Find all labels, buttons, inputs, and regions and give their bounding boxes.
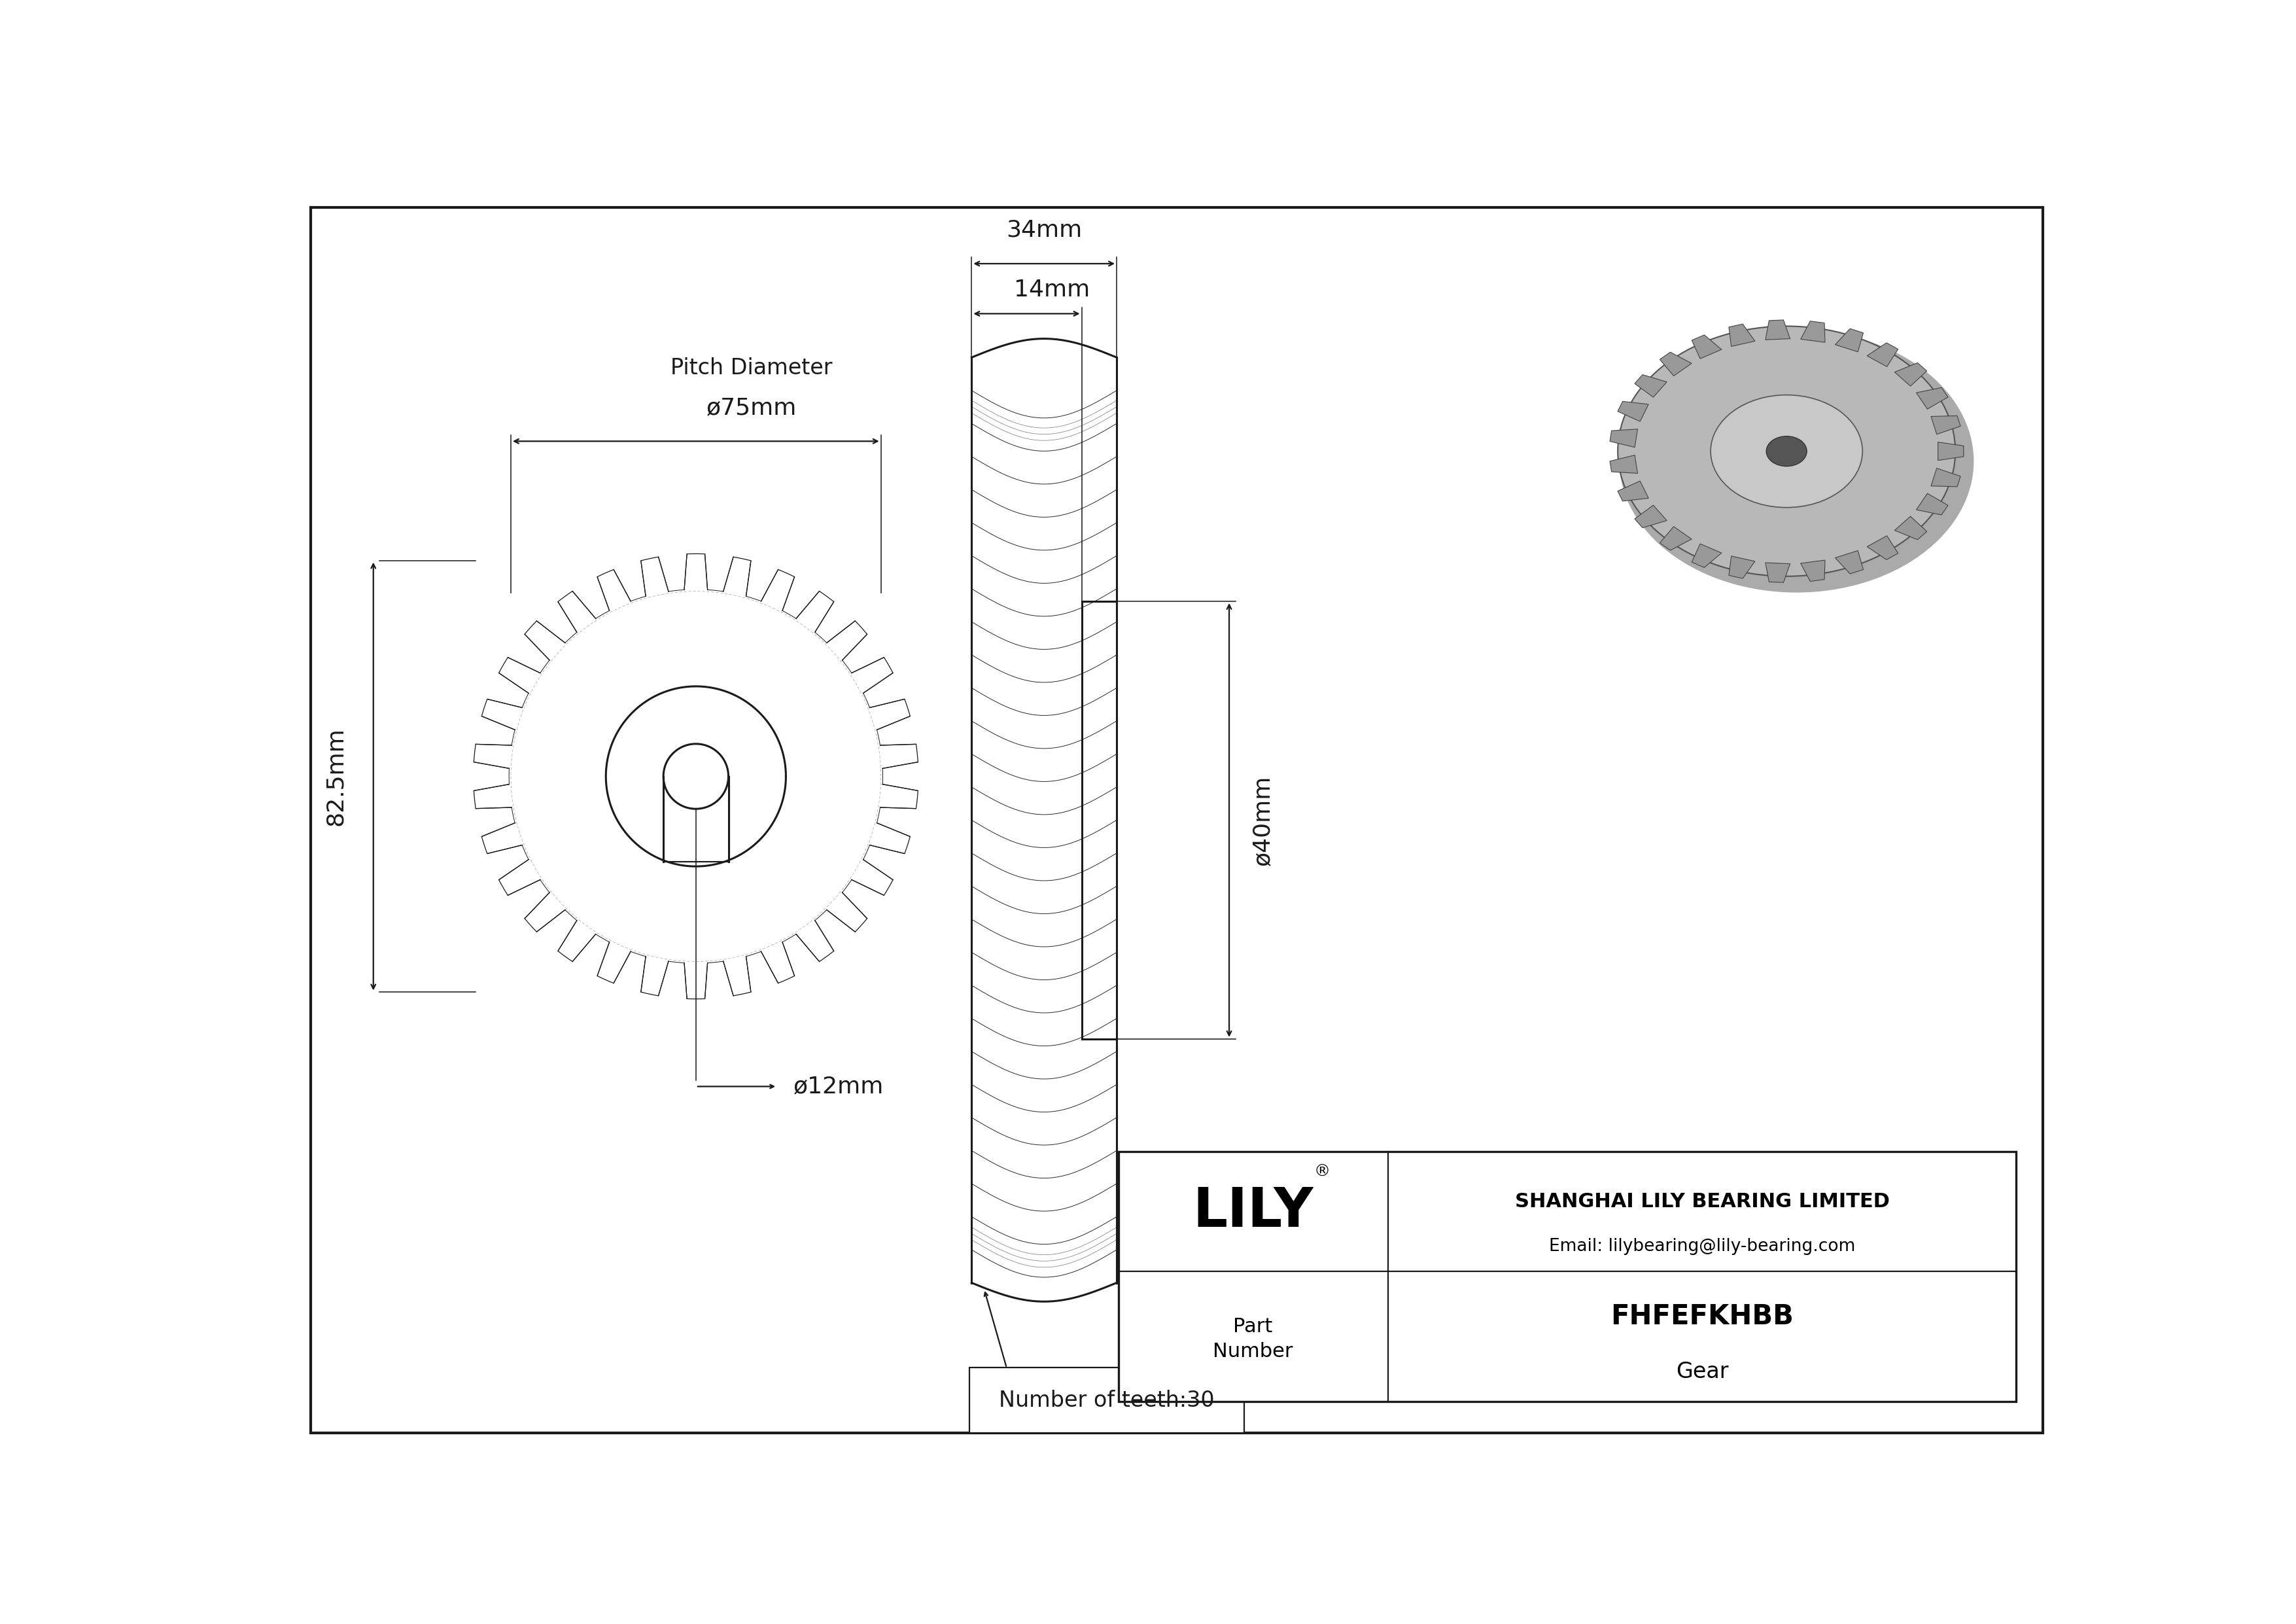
Ellipse shape [1711,395,1862,507]
Polygon shape [1619,481,1649,502]
Text: Pitch Diameter: Pitch Diameter [670,357,833,378]
Text: ø12mm: ø12mm [794,1075,884,1098]
Polygon shape [1609,455,1637,473]
Polygon shape [1894,516,1926,539]
Polygon shape [1800,322,1825,343]
Polygon shape [1609,429,1637,447]
Text: 14mm: 14mm [1013,279,1091,300]
Polygon shape [1835,328,1864,352]
Polygon shape [1931,468,1961,487]
Text: Number of teeth:30: Number of teeth:30 [999,1390,1215,1411]
Polygon shape [1619,401,1649,422]
Ellipse shape [1766,437,1807,466]
Polygon shape [1660,352,1692,375]
Text: ø40mm: ø40mm [1251,775,1274,866]
Polygon shape [1800,560,1825,581]
Polygon shape [1835,551,1864,573]
Text: ø75mm: ø75mm [707,396,797,419]
Ellipse shape [1619,330,1975,593]
Text: SHANGHAI LILY BEARING LIMITED: SHANGHAI LILY BEARING LIMITED [1515,1192,1890,1212]
Text: Email: lilybearing@lily-bearing.com: Email: lilybearing@lily-bearing.com [1550,1237,1855,1255]
Polygon shape [1917,494,1947,515]
Polygon shape [1729,325,1754,346]
Text: FHFEFKHBB: FHFEFKHBB [1609,1302,1793,1330]
Polygon shape [1867,343,1899,367]
Text: 82.5mm: 82.5mm [324,728,347,825]
Polygon shape [1867,536,1899,560]
Polygon shape [1766,320,1791,339]
Polygon shape [1938,442,1963,460]
Text: Part
Number: Part Number [1212,1317,1293,1361]
Polygon shape [1692,335,1722,359]
Polygon shape [1931,416,1961,434]
Polygon shape [1729,555,1754,578]
Polygon shape [1635,505,1667,528]
Polygon shape [1660,526,1692,551]
Bar [1118,1151,2016,1402]
Polygon shape [1766,562,1791,583]
Polygon shape [1917,388,1947,409]
Text: LILY: LILY [1192,1186,1313,1237]
Ellipse shape [1619,326,1956,577]
Text: 34mm: 34mm [1006,219,1081,240]
Bar [969,1367,1244,1432]
Text: ®: ® [1313,1164,1329,1179]
Polygon shape [1692,544,1722,567]
Polygon shape [1894,362,1926,387]
Polygon shape [1635,375,1667,398]
Text: Gear: Gear [1676,1361,1729,1382]
